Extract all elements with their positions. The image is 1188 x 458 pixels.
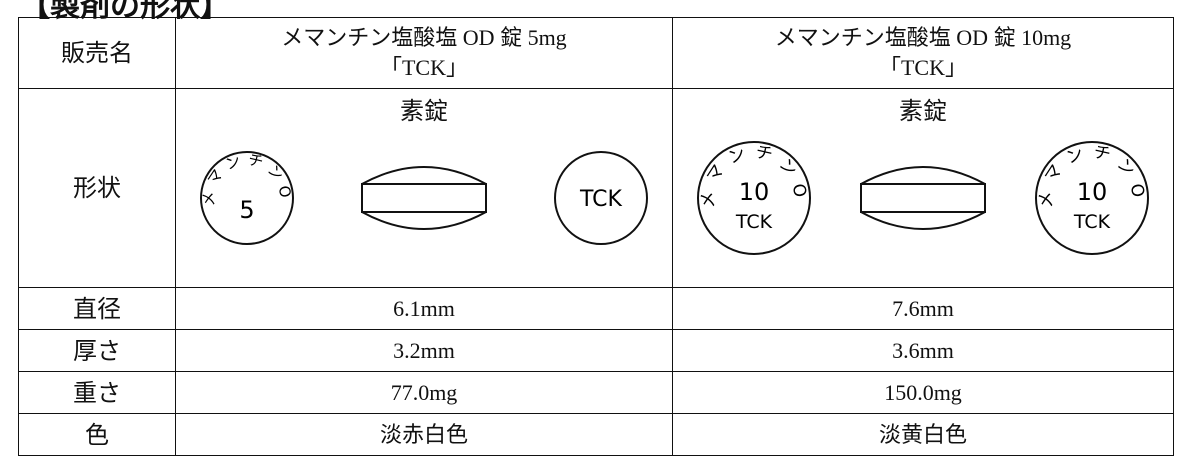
- shape-cell: 素錠メマンチンOD5 TCK: [173, 88, 673, 288]
- tablet-type: 素錠: [400, 97, 448, 125]
- tablet-type: 素錠: [899, 97, 947, 125]
- data-row: 重さ 77.0mg 150.0mg: [18, 371, 1174, 414]
- value-cell: 3.6mm: [672, 329, 1174, 372]
- row-label: 直径: [18, 287, 176, 330]
- value-cell: 77.0mg: [175, 371, 673, 414]
- imprint-center: 5: [239, 196, 254, 224]
- tablet-side: [860, 166, 986, 230]
- tablet-band: [361, 183, 487, 213]
- data-row: 直径 6.1mm 7.6mm: [18, 287, 1174, 330]
- value-cell: 淡黄白色: [672, 413, 1174, 456]
- tablet-face: [200, 151, 294, 245]
- value-cell: 6.1mm: [175, 287, 673, 330]
- data-rows: 直径 6.1mm 7.6mm 厚さ 3.2mm 3.6mm 重さ 77.0mg 150.0mg 色…: [18, 287, 1174, 456]
- tablet-face: [697, 141, 811, 255]
- imprint-arc-path: メマンチンOD: [173, 112, 294, 207]
- tablet-side: [361, 166, 487, 230]
- data-row: 厚さ 3.2mm 3.6mm: [18, 329, 1174, 372]
- data-row: 色淡赤白色 淡黄白色: [18, 413, 1174, 456]
- product-name: メマンチン塩酸塩 OD 錠 10mg: [774, 25, 1072, 50]
- tablet-drawing: メマンチンOD5 TCK: [173, 112, 648, 245]
- row-label: 重さ: [18, 371, 176, 414]
- header-row: 販売名 メマンチン塩酸塩 OD 錠 5mg 「TCK」 メマンチン塩酸塩 OD 錠…: [18, 17, 1174, 89]
- imprint-arc: メマンチンOD: [179, 126, 294, 207]
- value-cell: 淡赤白色: [175, 413, 673, 456]
- product-name-cell: メマンチン塩酸塩 OD 錠 5mg 「TCK」: [175, 17, 673, 89]
- shape-row: 形状 素錠メマンチンOD5TCK 素錠メマンチンOD10TCKメマンチンOD10…: [18, 88, 1174, 288]
- imprint-center: TCK: [579, 187, 623, 212]
- row-label: 色: [18, 413, 176, 456]
- imprint-bottom: TCK: [1073, 211, 1111, 233]
- tablet-drawing: メマンチンOD10TCKメマンチンOD10TCK: [669, 111, 1149, 255]
- imprint-center: 10: [739, 178, 770, 206]
- product-name-cell: メマンチン塩酸塩 OD 錠 10mg 「TCK」: [672, 17, 1174, 89]
- product-suffix: 「TCK」: [379, 55, 468, 80]
- value-cell: 3.2mm: [175, 329, 673, 372]
- imprint-center: 10: [1077, 178, 1108, 206]
- product-suffix: 「TCK」: [878, 55, 967, 80]
- shape-cell: 素錠メマンチンOD10TCKメマンチンOD10TCK: [669, 88, 1174, 288]
- value-cell: 7.6mm: [672, 287, 1174, 330]
- row-label: 販売名: [18, 17, 176, 89]
- tablet-face: [554, 151, 648, 245]
- product-name: メマンチン塩酸塩 OD 錠 5mg: [281, 25, 567, 50]
- value-cell: 150.0mg: [672, 371, 1174, 414]
- imprint-bottom: TCK: [735, 211, 773, 233]
- row-label: 厚さ: [18, 329, 176, 372]
- tablet-band: [860, 183, 986, 213]
- row-label: 形状: [18, 88, 176, 288]
- product-table: 販売名 メマンチン塩酸塩 OD 錠 5mg 「TCK」 メマンチン塩酸塩 OD 錠…: [18, 17, 1174, 456]
- tablet-face: [1035, 141, 1149, 255]
